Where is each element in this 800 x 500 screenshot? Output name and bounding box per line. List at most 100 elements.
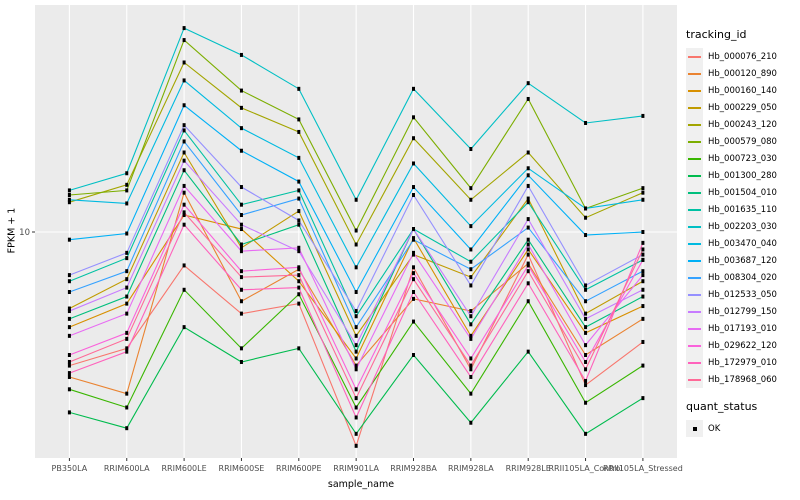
legend-entry-Hb_003470_040: Hb_003470_040	[686, 235, 798, 252]
data-point	[239, 287, 243, 292]
data-point	[526, 242, 530, 247]
data-point	[469, 356, 473, 361]
data-point	[182, 60, 186, 65]
x-tick-label: PB350LA	[52, 464, 88, 473]
data-point	[297, 245, 301, 250]
data-point	[354, 333, 358, 338]
data-point	[354, 290, 358, 295]
data-point	[469, 367, 473, 372]
data-point	[125, 269, 129, 274]
data-point	[125, 182, 129, 187]
data-point	[354, 197, 358, 202]
legend-entry-label: Hb_003687_120	[708, 255, 777, 266]
data-point	[526, 349, 530, 354]
legend-entry-Hb_000229_050: Hb_000229_050	[686, 99, 798, 116]
data-point	[469, 322, 473, 327]
x-tick-label: RRIM600LE	[162, 464, 207, 473]
data-point	[641, 197, 645, 202]
quant-status-legend-entries: OK	[686, 420, 798, 437]
data-point	[641, 230, 645, 234]
legend-entry-label: Hb_001635_110	[708, 204, 777, 215]
y-tick-label: 10	[19, 228, 30, 238]
data-point	[584, 325, 588, 330]
data-point	[239, 242, 243, 247]
legend-key-box	[686, 218, 703, 235]
data-point	[239, 88, 243, 93]
series-color-line-icon	[688, 225, 701, 228]
legend-entry-Hb_000579_080: Hb_000579_080	[686, 133, 798, 150]
legend-key-box	[686, 116, 703, 133]
data-point	[125, 285, 129, 290]
data-point	[354, 431, 358, 436]
legend-entry-label: Hb_000579_080	[708, 136, 777, 147]
data-point	[412, 319, 415, 324]
data-point	[354, 309, 358, 314]
data-point	[125, 250, 129, 255]
data-point	[526, 166, 530, 171]
data-point	[67, 359, 71, 364]
data-point	[239, 126, 243, 131]
legend-entry-Hb_001504_010: Hb_001504_010	[686, 184, 798, 201]
data-point	[584, 287, 588, 292]
legend-entry-Hb_029622_120: Hb_029622_120	[686, 337, 798, 354]
data-point	[354, 363, 358, 368]
data-point	[182, 38, 186, 43]
data-point	[67, 279, 71, 284]
data-point	[182, 263, 186, 268]
data-point	[354, 367, 358, 372]
legend-entry-label: Hb_029622_120	[708, 340, 777, 351]
data-point	[67, 316, 71, 321]
data-point	[469, 259, 473, 264]
data-point	[125, 349, 129, 354]
data-point	[297, 222, 301, 227]
data-point	[526, 237, 530, 242]
data-point	[125, 336, 129, 341]
series-color-line-icon	[688, 191, 701, 194]
data-point	[67, 410, 71, 415]
data-point	[67, 325, 71, 330]
series-color-line-icon	[688, 293, 701, 296]
data-point	[584, 378, 588, 383]
data-point	[354, 325, 358, 330]
data-point	[297, 301, 301, 306]
data-point	[125, 294, 129, 299]
data-point	[125, 301, 129, 306]
series-color-line-icon	[688, 123, 701, 126]
data-point	[182, 26, 186, 31]
data-point	[641, 113, 645, 118]
data-point	[412, 193, 415, 198]
data-point	[239, 202, 243, 207]
legend-entry-label: Hb_000229_050	[708, 102, 777, 113]
data-point	[354, 349, 358, 354]
legend-entry-label: Hb_000243_120	[708, 119, 777, 130]
x-axis-title: sample_name	[327, 479, 395, 490]
data-point	[125, 171, 129, 176]
data-point	[412, 265, 415, 270]
data-point	[125, 311, 129, 316]
data-point	[354, 387, 358, 392]
data-point	[526, 263, 530, 268]
data-point	[526, 96, 530, 101]
data-point	[412, 115, 415, 120]
legend-key-box	[686, 201, 703, 218]
legend-entry-Hb_001300_280: Hb_001300_280	[686, 167, 798, 184]
data-point	[67, 333, 71, 338]
data-point	[469, 363, 473, 368]
legend-entry-label: Hb_178968_060	[708, 374, 777, 385]
data-point	[239, 311, 243, 316]
data-point	[469, 267, 473, 272]
x-tick-label: RRIM600LA	[104, 464, 150, 473]
data-point	[412, 161, 415, 166]
data-point	[641, 273, 645, 278]
data-point	[182, 190, 186, 195]
series-color-line-icon	[688, 378, 701, 381]
data-point	[297, 265, 301, 270]
legend-key-box	[686, 133, 703, 150]
data-point	[526, 183, 530, 188]
data-point	[526, 269, 530, 274]
data-point	[239, 222, 243, 227]
data-point	[239, 275, 243, 280]
data-point	[297, 117, 301, 122]
x-tick-label: RRII105LA_Stressed	[603, 464, 683, 473]
